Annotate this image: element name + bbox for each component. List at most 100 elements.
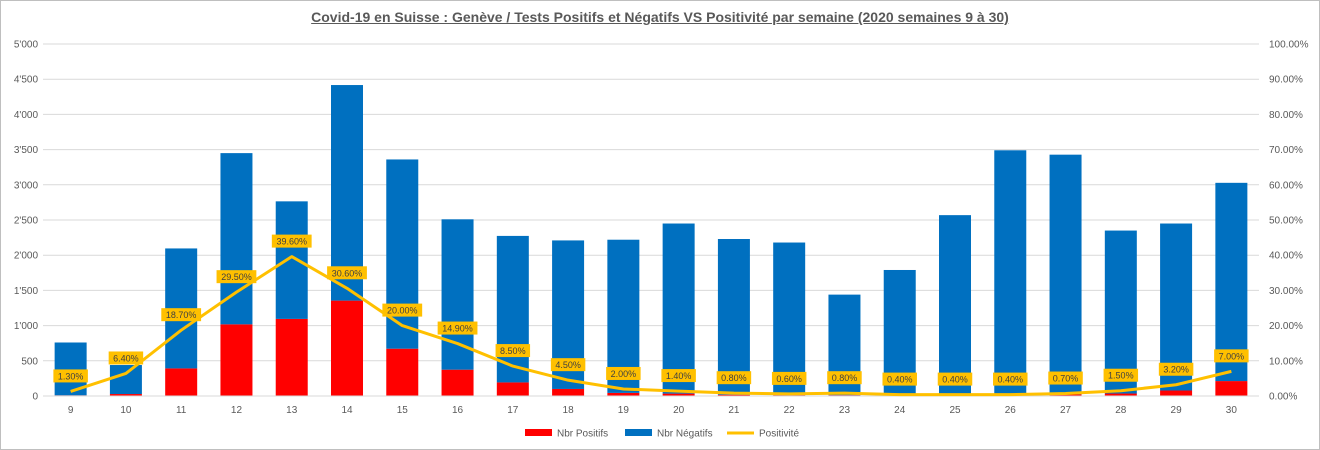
positivity-data-label: 0.40% <box>998 375 1024 385</box>
x-tick-label: 16 <box>452 405 464 416</box>
positivity-label-box <box>1103 368 1139 382</box>
legend-swatch <box>525 429 552 436</box>
positivity-label-box <box>661 369 696 383</box>
positivity-label-box <box>716 371 752 385</box>
positivity-label-box <box>1158 362 1194 376</box>
y-left-tick-label: 4'000 <box>14 110 39 121</box>
positivity-label-box <box>827 371 862 385</box>
y-right-tick-label: 80.00% <box>1269 110 1303 121</box>
x-tick-label: 15 <box>397 405 409 416</box>
y-right-tick-label: 90.00% <box>1269 75 1303 86</box>
positivity-label-box <box>161 308 202 322</box>
positivity-label-box <box>1214 349 1249 363</box>
bar-positifs <box>441 369 474 396</box>
legend-label: Nbr Positifs <box>557 429 608 440</box>
positivity-label-box <box>382 303 423 317</box>
positivity-data-label: 14.90% <box>442 324 473 334</box>
x-tick-label: 11 <box>176 405 187 416</box>
y-left-tick-label: 1'500 <box>14 286 39 297</box>
bar-negatifs <box>717 239 750 395</box>
positivity-data-label: 0.60% <box>776 374 802 384</box>
positivity-data-label: 39.60% <box>276 237 307 247</box>
bar-negatifs <box>496 235 529 383</box>
x-tick-label: 25 <box>949 405 961 416</box>
bar-negatifs <box>275 201 308 319</box>
positivity-data-label: 8.50% <box>500 346 526 356</box>
positivity-label-box <box>1048 371 1083 385</box>
x-tick-label: 28 <box>1115 405 1127 416</box>
bar-negatifs <box>331 85 363 301</box>
x-tick-label: 30 <box>1226 405 1238 416</box>
legend-label: Nbr Négatifs <box>657 429 713 440</box>
bar-positifs <box>607 392 640 396</box>
x-tick-label: 23 <box>839 405 851 416</box>
y-right-tick-label: 40.00% <box>1269 251 1303 262</box>
positivity-data-label: 0.40% <box>887 375 913 385</box>
x-tick-label: 19 <box>618 405 630 416</box>
bar-positifs <box>109 394 142 396</box>
bar-positifs <box>496 382 529 396</box>
y-left-tick-label: 4'500 <box>14 75 39 86</box>
positivity-data-label: 0.80% <box>721 373 747 383</box>
x-tick-label: 14 <box>341 405 353 416</box>
legend-swatch <box>625 429 652 436</box>
x-tick-label: 26 <box>1005 405 1017 416</box>
bar-positifs <box>717 394 750 396</box>
positivity-data-label: 4.50% <box>555 360 581 370</box>
positivity-label-box <box>108 351 144 365</box>
positivity-label-box <box>993 372 1028 386</box>
y-left-tick-label: 0 <box>32 392 38 403</box>
bar-negatifs <box>662 223 695 394</box>
bar-positifs <box>552 388 585 396</box>
y-left-tick-label: 3'500 <box>14 145 39 156</box>
bar-negatifs <box>1104 230 1137 394</box>
positivity-label-box <box>437 321 478 335</box>
bar-negatifs <box>386 159 419 349</box>
y-left-tick-label: 500 <box>21 356 38 367</box>
bar-positifs <box>275 318 308 396</box>
positivity-label-box <box>771 371 807 385</box>
x-tick-label: 9 <box>68 405 74 416</box>
y-right-tick-label: 100.00% <box>1269 40 1309 51</box>
bar-positifs <box>386 348 419 396</box>
y-right-tick-label: 30.00% <box>1269 286 1303 297</box>
x-tick-label: 24 <box>894 405 906 416</box>
x-tick-label: 12 <box>231 405 243 416</box>
positivity-data-label: 29.50% <box>221 272 252 282</box>
bar-negatifs <box>220 153 253 325</box>
x-tick-label: 18 <box>563 405 575 416</box>
x-tick-label: 29 <box>1171 405 1183 416</box>
x-tick-label: 27 <box>1060 405 1072 416</box>
positivity-data-label: 18.70% <box>166 310 197 320</box>
y-left-tick-label: 2'000 <box>14 251 39 262</box>
positivity-data-label: 1.30% <box>58 371 84 381</box>
positivity-label-box <box>550 358 586 372</box>
bar-positifs <box>1215 381 1248 396</box>
positivity-data-label: 0.40% <box>942 375 968 385</box>
positivity-data-label: 1.40% <box>666 371 692 381</box>
positivity-data-label: 7.00% <box>1219 351 1245 361</box>
positivity-data-label: 20.00% <box>387 306 418 316</box>
bar-negatifs <box>994 150 1027 396</box>
positivity-label-box <box>937 372 973 386</box>
y-right-tick-label: 10.00% <box>1269 356 1303 367</box>
bar-positifs <box>165 368 198 396</box>
bar-negatifs <box>109 365 142 395</box>
positivity-label-box <box>882 372 917 386</box>
bar-positifs <box>220 324 253 396</box>
positivity-label-box <box>271 234 312 248</box>
positivity-data-label: 2.00% <box>611 369 637 379</box>
x-tick-label: 13 <box>286 405 298 416</box>
positivity-data-label: 6.40% <box>113 353 139 363</box>
bar-positifs <box>1104 393 1137 396</box>
x-tick-label: 20 <box>673 405 685 416</box>
bar-positifs <box>1049 394 1082 396</box>
positivity-label-box <box>327 266 367 280</box>
chart-title: Covid-19 en Suisse : Genève / Tests Posi… <box>311 9 1009 25</box>
bar-negatifs <box>1049 154 1082 395</box>
legend-label: Positivité <box>759 429 799 440</box>
y-right-tick-label: 0.00% <box>1269 392 1297 403</box>
bar-negatifs <box>939 215 971 396</box>
